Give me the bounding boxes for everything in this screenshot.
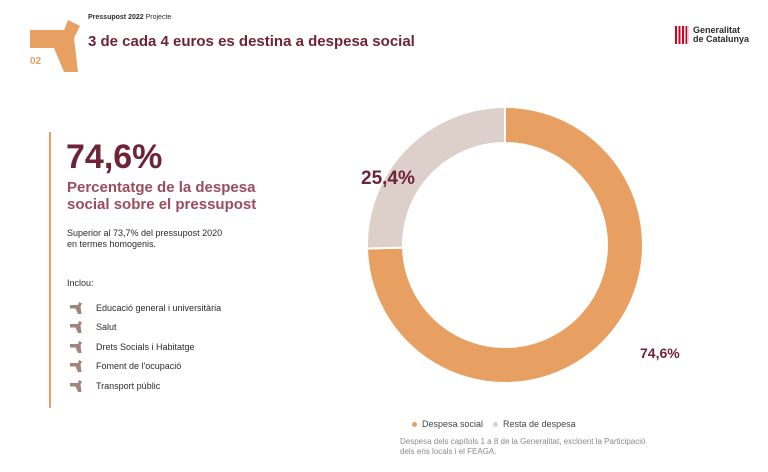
arrow-bullet-icon [70, 360, 82, 373]
slide-number-badge-shape [30, 20, 80, 72]
legend-label-resta-de-despesa: Resta de despesa [503, 419, 576, 429]
includes-list: Educació general i universitària Salut Dre… [70, 298, 221, 396]
arrow-bullet-icon [70, 301, 82, 314]
arrow-bullet-icon [70, 321, 82, 334]
chart-legend: Despesa social Resta de despesa [412, 419, 586, 429]
page-title: 3 de cada 4 euros es destina a despesa s… [88, 33, 415, 50]
logo-line-2: de Catalunya [693, 34, 750, 44]
social-spending-percentage: 74,6% [66, 138, 163, 176]
logo-line-1: Generalitat [693, 25, 741, 35]
slide-number: 02 [30, 56, 42, 67]
data-label-despesa-social: 74,6% [640, 345, 680, 361]
includes-label: Inclou: [67, 278, 94, 288]
includes-list-item: Educació general i universitària [70, 298, 221, 318]
legend-swatch-despesa-social [412, 421, 417, 427]
legend-label-despesa-social: Despesa social [422, 419, 484, 429]
chart-footnote: Despesa dels capítols 1 a 8 de la Genera… [400, 437, 646, 456]
includes-list-item: Transport públic [70, 376, 221, 396]
includes-list-item: Salut [70, 318, 221, 338]
includes-list-item: Foment de l'ocupació [70, 357, 221, 377]
legend-swatch-resta-de-despesa [493, 421, 499, 427]
senyera-icon [675, 26, 689, 44]
includes-item-label: Drets Socials i Habitatge [96, 341, 195, 352]
percentage-subtitle: Percentatge de la despesa social sobre e… [67, 179, 257, 213]
document-label-status: Projecte [143, 14, 172, 21]
includes-list-item: Drets Socials i Habitatge [70, 337, 221, 357]
includes-item-label: Foment de l'ocupació [96, 361, 182, 372]
legend-item-resta-de-despesa: Resta de despesa [493, 419, 576, 429]
data-label-resta-de-despesa: 25,4% [361, 168, 415, 189]
comparison-note: Superior al 73,7% del pressupost 2020 en… [67, 228, 223, 249]
donut-slice-resta-de-despesa [366, 105, 506, 250]
donut-slice-despesa-social [366, 105, 644, 384]
includes-item-label: Salut [96, 322, 117, 333]
generalitat-logo: Generalitat de Catalunya [675, 26, 749, 44]
arrow-bullet-icon [70, 379, 82, 392]
includes-item-label: Educació general i universitària [96, 302, 222, 313]
document-label: Pressupost 2022 Projecte [88, 14, 171, 21]
legend-item-despesa-social: Despesa social [412, 419, 483, 429]
arrow-bullet-icon [70, 340, 82, 353]
document-label-bold: Pressupost 2022 [88, 14, 144, 21]
accent-bar [49, 132, 51, 408]
donut-chart [366, 105, 644, 384]
includes-item-label: Transport públic [96, 380, 161, 391]
